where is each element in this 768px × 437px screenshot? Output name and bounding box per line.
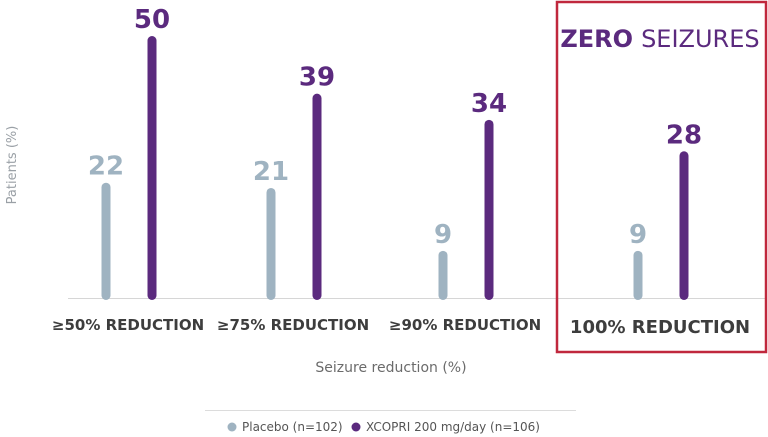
category-label-1: ≥75% REDUCTION xyxy=(217,316,369,334)
legend-marker-xcopri xyxy=(351,422,361,432)
data-label-xcopri-2: 34 xyxy=(471,89,507,119)
x-axis-label: Seizure reduction (%) xyxy=(315,360,466,376)
bar-xcopri-3 xyxy=(679,151,689,300)
data-label-xcopri-1: 39 xyxy=(299,63,335,93)
highlight-box xyxy=(555,0,768,354)
data-label-xcopri-0: 50 xyxy=(134,5,170,35)
category-labels-group: ≥50% REDUCTION ≥75% REDUCTION ≥90% REDUCTI… xyxy=(52,316,750,338)
data-label-placebo-1: 21 xyxy=(253,157,289,187)
bar-placebo-0 xyxy=(101,182,111,300)
bar-xcopri-0 xyxy=(147,36,157,300)
data-label-placebo-0: 22 xyxy=(88,152,124,182)
legend: Placebo (n=102) XCOPRI 200 mg/day (n=106) xyxy=(227,420,540,434)
highlight-label-bold: ZERO xyxy=(560,25,633,53)
bar-placebo-3 xyxy=(633,250,643,300)
legend-marker-placebo xyxy=(227,422,237,432)
bar-xcopri-1 xyxy=(312,93,322,300)
bar-placebo-1 xyxy=(266,187,276,300)
bars-group: 22 50 21 39 9 34 9 28 xyxy=(88,5,702,300)
y-axis-label: Patients (%) xyxy=(5,126,20,205)
bar-xcopri-2 xyxy=(484,119,494,300)
bar-placebo-2 xyxy=(438,250,448,300)
data-label-placebo-2: 9 xyxy=(434,220,452,250)
data-label-xcopri-3: 28 xyxy=(666,120,702,150)
category-label-2: ≥90% REDUCTION xyxy=(389,316,541,334)
highlight-label-rest: SEIZURES xyxy=(641,25,760,53)
category-label-3: 100% REDUCTION xyxy=(570,317,750,338)
legend-label-placebo: Placebo (n=102) xyxy=(242,420,343,434)
data-label-placebo-3: 9 xyxy=(629,220,647,250)
legend-label-xcopri: XCOPRI 200 mg/day (n=106) xyxy=(366,420,540,434)
category-label-0: ≥50% REDUCTION xyxy=(52,316,204,334)
highlight-label: ZERO SEIZURES xyxy=(560,25,759,53)
